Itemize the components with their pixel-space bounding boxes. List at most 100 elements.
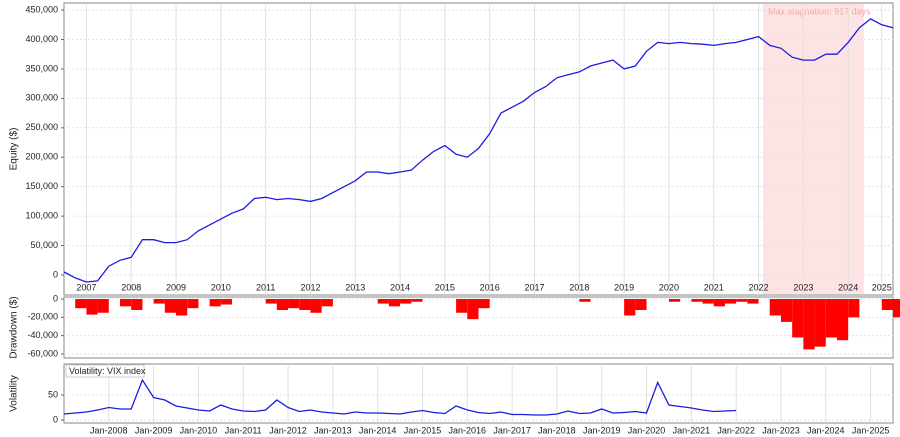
bar (836, 299, 849, 341)
x-tick-label: Jan-2022 (717, 425, 755, 435)
bar (792, 299, 804, 338)
y-tick-label: -40,000 (27, 330, 58, 340)
x-tick-label: 2013 (345, 282, 365, 292)
y-tick-label: 450,000 (25, 4, 58, 14)
x-tick-label: 2010 (211, 282, 231, 292)
bar (814, 299, 826, 347)
bar (848, 299, 860, 318)
y-tick-label: 200,000 (25, 152, 58, 162)
x-tick-label: 2025 (872, 282, 892, 292)
y-tick-label: 50 (48, 389, 58, 399)
y-tick-label: 100,000 (25, 210, 58, 220)
x-tick-label: Jan-2021 (673, 425, 711, 435)
bar (668, 299, 681, 302)
x-tick-label: Jan-2019 (583, 425, 621, 435)
line (63, 378, 737, 416)
x-tick-label: Jan-2011 (225, 425, 262, 435)
y-tick-label: 400,000 (25, 34, 58, 44)
bar (388, 299, 401, 307)
y-axis-title: Volatility (9, 375, 20, 412)
x-tick-label: 2024 (838, 282, 858, 292)
bar (769, 299, 781, 316)
x-tick-label: Jan-2009 (135, 425, 173, 435)
x-tick-label: Jan-2017 (493, 425, 531, 435)
bar (265, 299, 277, 304)
x-tick-label: Jan-2018 (538, 425, 576, 435)
y-tick-label: 0 (53, 414, 58, 424)
bar (86, 299, 98, 315)
x-tick-label: 2020 (659, 282, 679, 292)
bar (377, 299, 389, 304)
bar (321, 299, 333, 307)
x-tick-label: 2016 (480, 282, 500, 292)
x-tick-label: Jan-2020 (628, 425, 666, 435)
y-tick-label: 50,000 (30, 240, 58, 250)
bar (881, 299, 893, 311)
x-tick-label: Jan-2025 (852, 425, 890, 435)
bar (75, 299, 87, 309)
bar (691, 299, 703, 302)
stagnation-label: Max stagnation: 917 days (768, 6, 871, 16)
bar (825, 299, 837, 338)
x-tick-label: 2008 (121, 282, 141, 292)
bar (97, 299, 109, 313)
y-tick-label: 0 (53, 293, 58, 303)
x-tick-label: Jan-2014 (359, 425, 397, 435)
bar (411, 299, 423, 302)
x-tick-label: 2019 (614, 282, 634, 292)
bar (153, 299, 165, 304)
y-tick-label: 350,000 (25, 63, 58, 73)
x-tick-label: Jan-2013 (314, 425, 352, 435)
x-tick-label: Jan-2012 (269, 425, 307, 435)
bar (220, 299, 233, 305)
bar (456, 299, 468, 313)
x-tick-label: 2012 (300, 282, 320, 292)
legend-box (65, 364, 145, 378)
y-tick-label: -60,000 (27, 348, 58, 358)
y-tick-label: 0 (53, 269, 58, 279)
x-tick-label: Jan-2023 (762, 425, 800, 435)
y-axis-title: Drawdown ($) (9, 296, 20, 358)
bar (803, 299, 815, 350)
bar (478, 299, 490, 309)
x-tick-label: Jan-2010 (180, 425, 218, 435)
y-tick-label: 300,000 (25, 93, 58, 103)
bar (579, 299, 591, 302)
y-tick-label: -20,000 (27, 312, 58, 322)
y-axis-title: Equity ($) (9, 128, 20, 171)
bar (209, 299, 221, 307)
bar (164, 299, 177, 313)
bar (131, 299, 143, 311)
x-tick-label: Jan-2008 (90, 425, 128, 435)
x-tick-label: Jan-2016 (449, 425, 487, 435)
x-tick-label: Jan-2024 (807, 425, 845, 435)
bar (187, 299, 199, 309)
bar (893, 299, 900, 318)
x-tick-label: 2021 (704, 282, 724, 292)
bar (310, 299, 322, 313)
x-tick-label: 2018 (569, 282, 589, 292)
x-tick-label: 2015 (435, 282, 455, 292)
bar (724, 299, 737, 304)
x-tick-label: 2009 (166, 282, 186, 292)
bar (176, 299, 188, 316)
bar (713, 299, 725, 307)
x-tick-label: 2011 (256, 282, 275, 292)
bar (120, 299, 132, 307)
bar (299, 299, 311, 311)
x-tick-label: 2014 (390, 282, 410, 292)
x-tick-label: 2022 (749, 282, 769, 292)
y-tick-label: 250,000 (25, 122, 58, 132)
bar (288, 299, 300, 309)
bar (467, 299, 479, 320)
plot-area (63, 363, 894, 424)
bar (747, 299, 759, 304)
bar (624, 299, 636, 316)
legend-entry: Volatility: VIX index (69, 366, 146, 376)
bar (276, 299, 289, 311)
x-tick-label: Jan-2015 (404, 425, 442, 435)
bar (635, 299, 647, 311)
line (63, 18, 894, 283)
x-tick-label: 2017 (524, 282, 544, 292)
